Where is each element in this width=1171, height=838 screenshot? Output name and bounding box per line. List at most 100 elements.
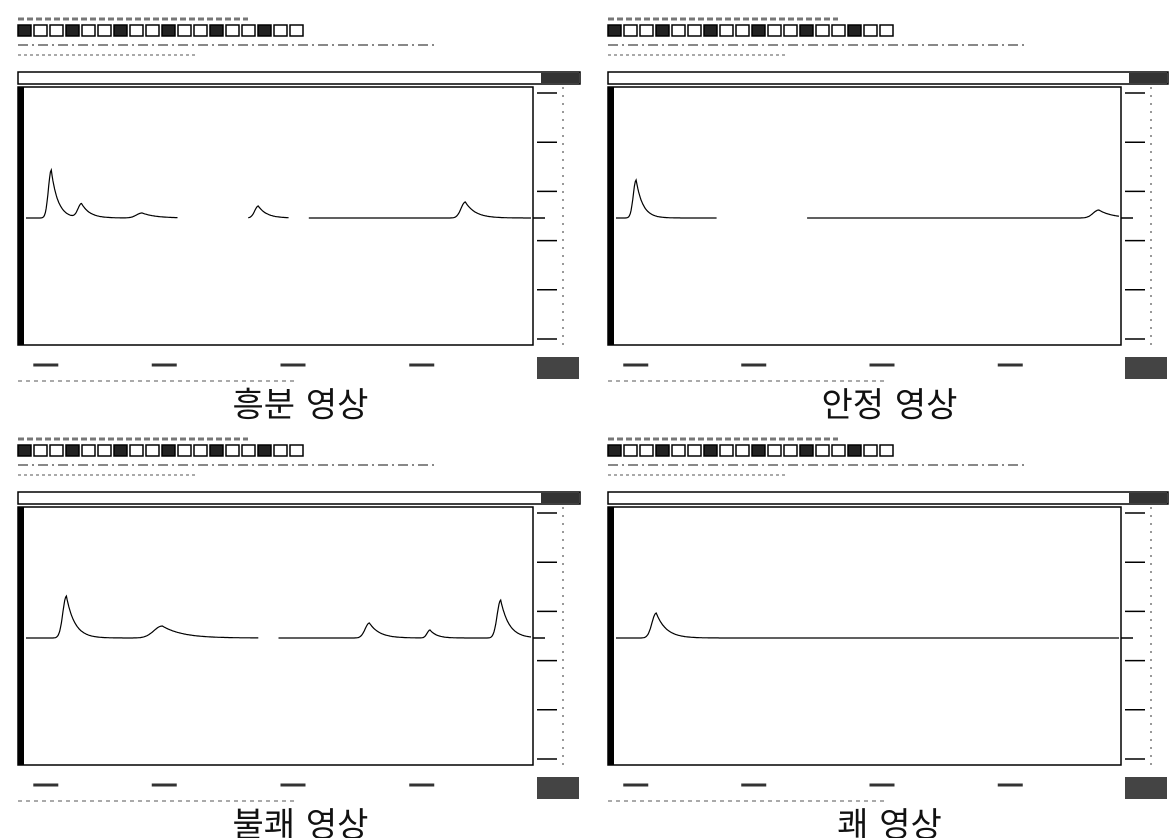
toolbar-button — [736, 445, 749, 456]
toolbar-button — [768, 25, 781, 36]
figure: 흥분 영상 안정 영상불쾌 영상 쾌 영상 — [0, 0, 1171, 838]
toolbar-button — [194, 445, 207, 456]
toolbar-button — [242, 25, 255, 36]
toolbar-button — [704, 445, 717, 456]
caption: 안정 영상 — [822, 386, 958, 426]
toolbar-button — [114, 25, 127, 36]
toolbar-button — [752, 445, 765, 456]
window-controls — [541, 493, 579, 503]
toolbar-button — [864, 25, 877, 36]
zoom-buttons — [537, 357, 579, 379]
toolbar-button — [720, 445, 733, 456]
plot-area — [18, 507, 533, 765]
toolbar-button — [82, 445, 95, 456]
toolbar-button — [736, 25, 749, 36]
toolbar-button — [50, 445, 63, 456]
toolbar-button — [656, 445, 669, 456]
toolbar-button — [146, 445, 159, 456]
caption: 불쾌 영상 — [233, 806, 369, 838]
toolbar-button — [832, 445, 845, 456]
toolbar-button — [608, 25, 621, 36]
window-title-bar — [18, 72, 580, 84]
toolbar-button — [146, 25, 159, 36]
toolbar-button — [800, 445, 813, 456]
toolbar-button — [66, 445, 79, 456]
caption: 흥분 영상 — [233, 386, 369, 426]
toolbar-button — [864, 445, 877, 456]
window-title-bar — [608, 72, 1168, 84]
toolbar-button — [210, 445, 223, 456]
toolbar-button — [784, 25, 797, 36]
toolbar-button — [672, 25, 685, 36]
toolbar-button — [880, 25, 893, 36]
toolbar-button — [274, 445, 287, 456]
toolbar-button — [752, 25, 765, 36]
toolbar-button — [66, 25, 79, 36]
toolbar-button — [98, 445, 111, 456]
app-screenshot — [608, 19, 1168, 381]
toolbar-button — [50, 25, 63, 36]
channel-bar — [18, 87, 24, 345]
toolbar-button — [162, 445, 175, 456]
plot-area — [608, 507, 1121, 765]
toolbar-button — [98, 25, 111, 36]
toolbar-button — [82, 25, 95, 36]
toolbar-button — [130, 445, 143, 456]
toolbar-button — [608, 445, 621, 456]
toolbar-button — [848, 445, 861, 456]
toolbar-button — [258, 445, 271, 456]
toolbar-button — [656, 25, 669, 36]
zoom-buttons — [537, 777, 579, 799]
app-screenshot — [608, 439, 1168, 801]
toolbar-button — [162, 25, 175, 36]
toolbar-button — [880, 445, 893, 456]
toolbar-button — [720, 25, 733, 36]
toolbar-button — [640, 445, 653, 456]
window-controls — [1129, 73, 1167, 83]
toolbar-button — [768, 445, 781, 456]
toolbar-button — [34, 25, 47, 36]
toolbar-button — [688, 445, 701, 456]
app-screenshot — [18, 439, 580, 801]
toolbar-button — [226, 445, 239, 456]
toolbar-button — [848, 25, 861, 36]
channel-bar — [18, 507, 24, 765]
window-title-bar — [608, 492, 1168, 504]
plot-area — [608, 87, 1121, 345]
toolbar-button — [178, 25, 191, 36]
toolbar-button — [800, 25, 813, 36]
toolbar-button — [210, 25, 223, 36]
window-title-bar — [18, 492, 580, 504]
caption: 쾌 영상 — [837, 806, 942, 838]
toolbar-button — [274, 25, 287, 36]
window-controls — [1129, 493, 1167, 503]
toolbar-button — [290, 445, 303, 456]
toolbar-button — [34, 445, 47, 456]
toolbar-button — [18, 25, 31, 36]
zoom-buttons — [1125, 777, 1167, 799]
channel-bar — [608, 507, 614, 765]
toolbar-button — [816, 445, 829, 456]
toolbar-button — [130, 25, 143, 36]
toolbar-button — [784, 445, 797, 456]
window-controls — [541, 73, 579, 83]
toolbar-button — [640, 25, 653, 36]
zoom-buttons — [1125, 357, 1167, 379]
toolbar-button — [18, 445, 31, 456]
toolbar-button — [194, 25, 207, 36]
toolbar-button — [832, 25, 845, 36]
page: 흥분 영상안정 영상불쾌 영상쾌 영상 (() => { const data … — [0, 0, 1171, 838]
toolbar-button — [816, 25, 829, 36]
toolbar-button — [178, 445, 191, 456]
app-screenshot — [18, 19, 580, 381]
toolbar-button — [624, 445, 637, 456]
channel-bar — [608, 87, 614, 345]
toolbar-button — [672, 445, 685, 456]
toolbar-button — [624, 25, 637, 36]
toolbar-button — [688, 25, 701, 36]
toolbar-button — [114, 445, 127, 456]
toolbar-button — [226, 25, 239, 36]
toolbar-button — [290, 25, 303, 36]
toolbar-button — [704, 25, 717, 36]
toolbar-button — [258, 25, 271, 36]
